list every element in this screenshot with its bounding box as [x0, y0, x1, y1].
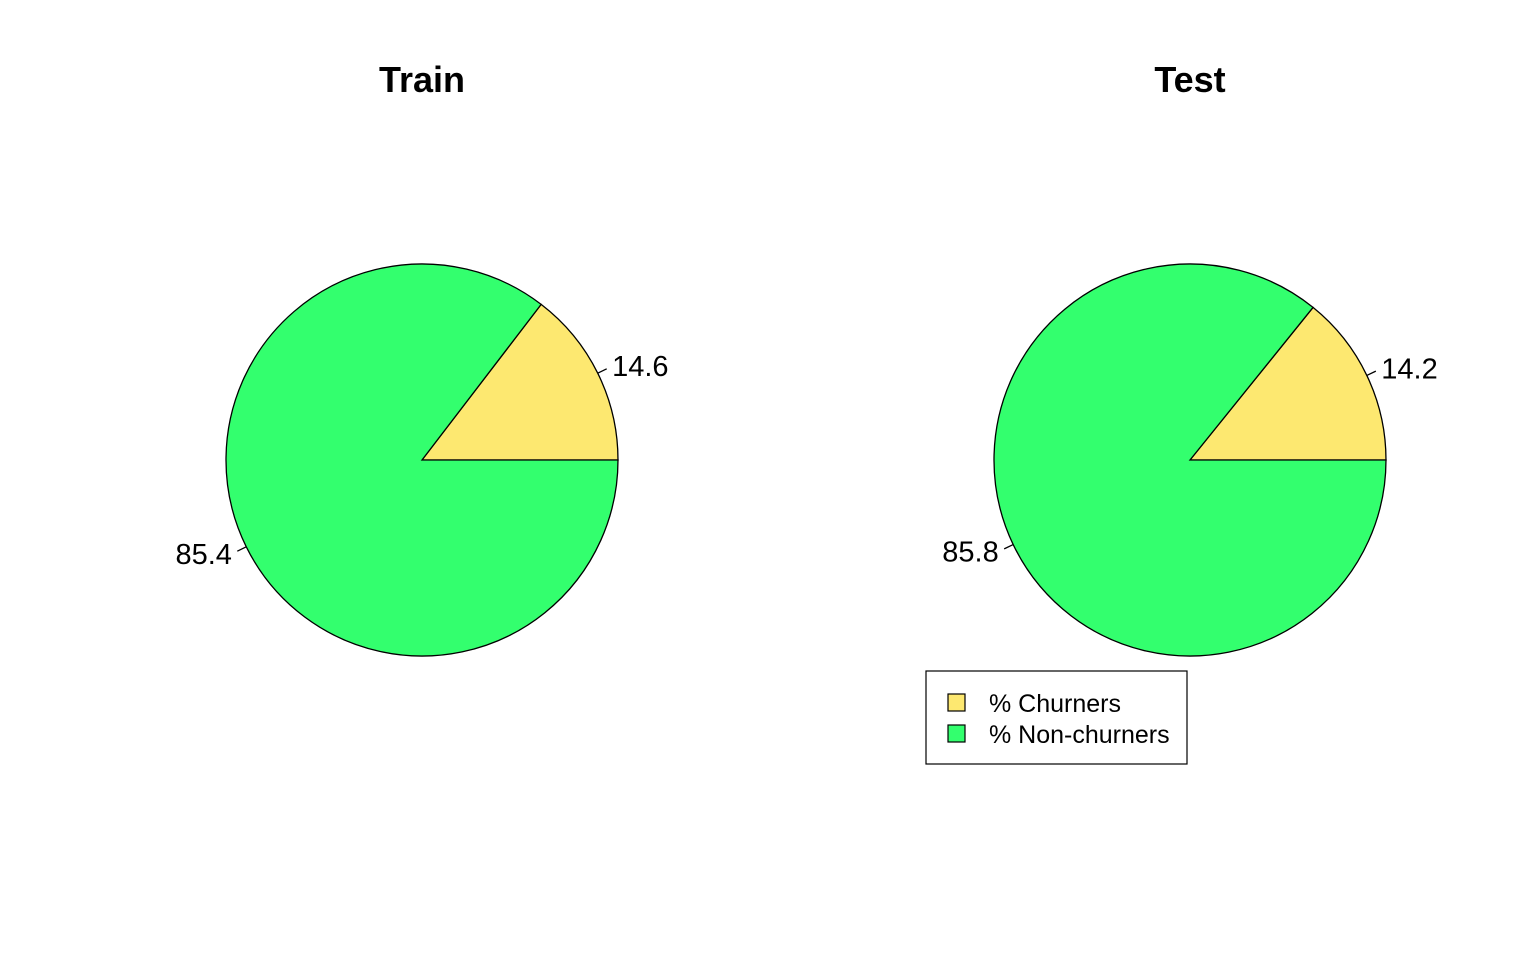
train-data-label-churners: 14.6 [612, 351, 668, 383]
test-data-label-churners: 14.2 [1381, 354, 1437, 386]
test-slice-non-churners [993, 263, 1387, 657]
legend: % Churners % Non-churners [925, 670, 1188, 765]
test-slice-churners [1188, 306, 1387, 461]
train-chart-title: Train [379, 59, 465, 100]
legend-box [925, 670, 1188, 765]
test-label-tick-non-churners [1003, 543, 1014, 550]
train-slice-churners [420, 303, 619, 461]
test-pie-labels: 14.2 85.8 [942, 354, 1437, 569]
train-pie-chart: Train 14.6 85.4 [175, 59, 669, 657]
test-data-label-non-churners: 85.8 [942, 536, 998, 568]
test-label-tick-churners [1366, 370, 1377, 377]
train-data-label-non-churners: 85.4 [175, 539, 231, 571]
train-slice-non-churners [225, 263, 619, 657]
train-label-tick-churners [597, 368, 607, 374]
test-chart-title: Test [1154, 59, 1225, 100]
legend-label-churners: % Churners [989, 690, 1121, 718]
train-label-tick-non-churners [237, 546, 247, 552]
legend-swatch-churners [947, 693, 966, 712]
test-pie-slices [993, 263, 1387, 657]
legend-swatch-non-churners [947, 724, 966, 743]
test-pie-chart: Test 14.2 85.8 [942, 59, 1438, 657]
legend-label-non-churners: % Non-churners [989, 721, 1170, 749]
train-pie-slices [225, 263, 619, 657]
train-pie-labels: 14.6 85.4 [175, 351, 668, 571]
